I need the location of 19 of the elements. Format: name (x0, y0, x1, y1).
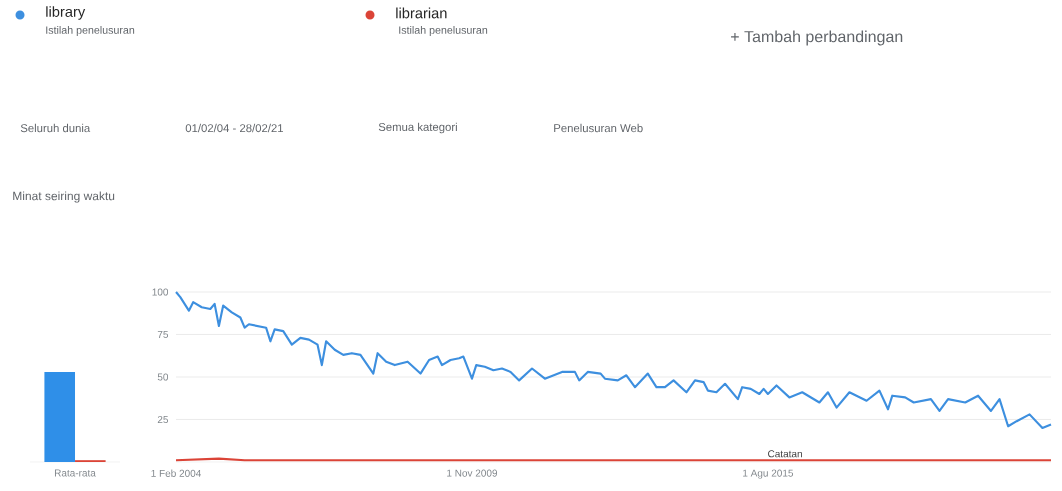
y-tick-label: 25 (157, 415, 169, 424)
text: + Tambah perbandingan (731, 30, 903, 46)
y-tick-label: 75 (157, 331, 169, 338)
text: Istilah penelusuran (46, 26, 135, 36)
text: Minat seiring waktu (13, 191, 115, 203)
text: Seluruh dunia (20, 123, 91, 133)
text: Istilah penelusuran (399, 26, 488, 36)
x-tick-label: 1 Nov 2009 (447, 469, 498, 477)
x-tick-label: Rata-rata (54, 469, 96, 477)
y-tick-label: 50 (157, 373, 169, 381)
legend-label: library (46, 6, 86, 20)
legend-label: librarian (396, 7, 447, 19)
text: 01/02/04 - 28/02/21 (185, 123, 284, 133)
x-tick-label: 1 Feb 2004 (151, 469, 201, 477)
text: Penelusuran Web (554, 123, 643, 133)
y-tick-label: 100 (152, 288, 169, 296)
annotation: Catatan (768, 450, 802, 458)
x-tick-label: 1 Agu 2015 (743, 469, 794, 479)
text: Semua kategori (378, 122, 457, 134)
